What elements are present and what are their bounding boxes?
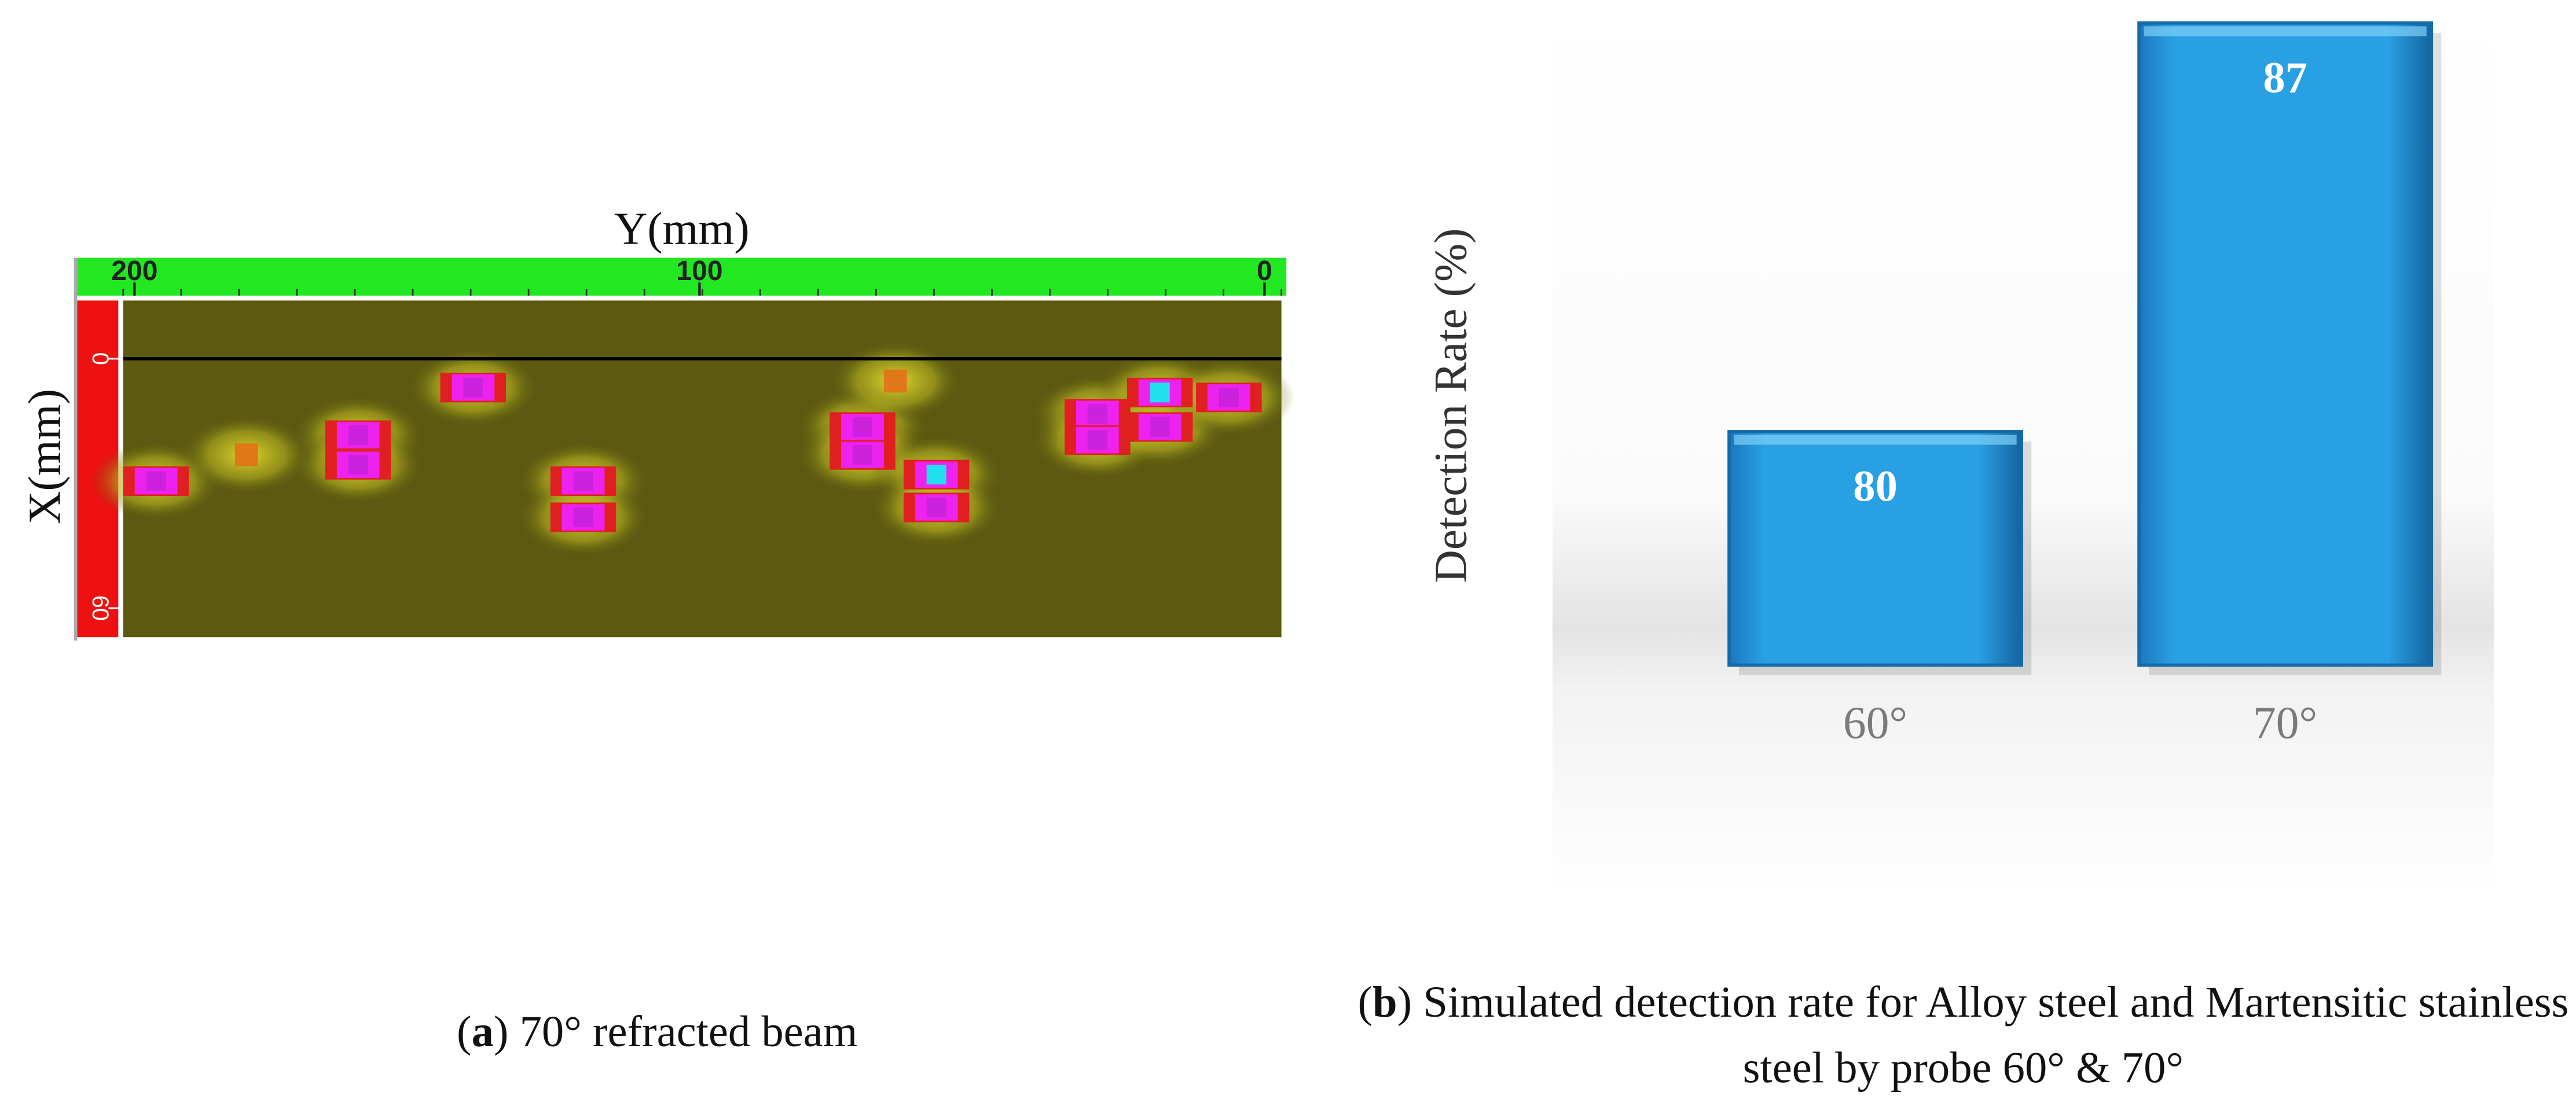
echo bbox=[234, 443, 258, 467]
echo-core bbox=[348, 455, 368, 475]
bar-highlight bbox=[1734, 435, 2017, 445]
echo-core bbox=[348, 425, 368, 446]
echo-core bbox=[1150, 382, 1170, 403]
x-axis-label: Y(mm) bbox=[614, 203, 750, 254]
bar bbox=[1727, 430, 2024, 667]
caption-part: ( bbox=[457, 1006, 472, 1056]
x-tick-label: 60° bbox=[1843, 698, 1907, 749]
scan-echoes bbox=[90, 341, 1295, 557]
caption-label: a bbox=[471, 1006, 494, 1056]
caption: (a) 70° refracted beam bbox=[329, 999, 986, 1065]
bar bbox=[2137, 21, 2434, 667]
y-axis-label: Detection Rate (%) bbox=[1426, 228, 1477, 583]
caption: (b) Simulated detection rate for Alloy s… bbox=[1347, 969, 2576, 1100]
caption-b: (b) Simulated detection rate for Alloy s… bbox=[1347, 969, 2576, 1100]
echo bbox=[883, 369, 907, 393]
value-label: 80 bbox=[1853, 462, 1898, 511]
y-axis-label: X(mm) bbox=[19, 389, 70, 524]
bar-highlight bbox=[2144, 26, 2427, 36]
value-label: 87 bbox=[2263, 53, 2307, 102]
echo-core bbox=[1219, 387, 1239, 407]
echo-core bbox=[463, 377, 483, 398]
x-tick-label: 70° bbox=[2253, 698, 2317, 749]
caption-label: b bbox=[1373, 977, 1397, 1027]
echo-core bbox=[1087, 430, 1107, 450]
echo-core bbox=[573, 471, 593, 491]
echo-core bbox=[1150, 417, 1170, 437]
echo-core bbox=[926, 497, 946, 518]
x-tick-label: 100 bbox=[676, 255, 722, 286]
caption-part: ) 70° refracted beam bbox=[493, 1006, 858, 1056]
echo-core bbox=[852, 417, 872, 437]
echo-core bbox=[573, 507, 593, 528]
y-axis-bar bbox=[77, 257, 1287, 296]
caption-part: ( bbox=[1357, 977, 1373, 1027]
y-tick-label: 0 bbox=[87, 352, 113, 365]
x-tick-label: 200 bbox=[111, 255, 157, 286]
echo-core bbox=[852, 445, 872, 465]
x-tick-label: 0 bbox=[1257, 255, 1272, 286]
caption-part: ) Simulated detection rate for Alloy ste… bbox=[1397, 977, 2569, 1092]
echo-core bbox=[1087, 404, 1107, 424]
echo-core bbox=[926, 465, 946, 485]
caption-a: (a) 70° refracted beam bbox=[329, 999, 986, 1065]
y-tick-label: 60 bbox=[87, 595, 113, 621]
echo-core bbox=[146, 471, 166, 491]
